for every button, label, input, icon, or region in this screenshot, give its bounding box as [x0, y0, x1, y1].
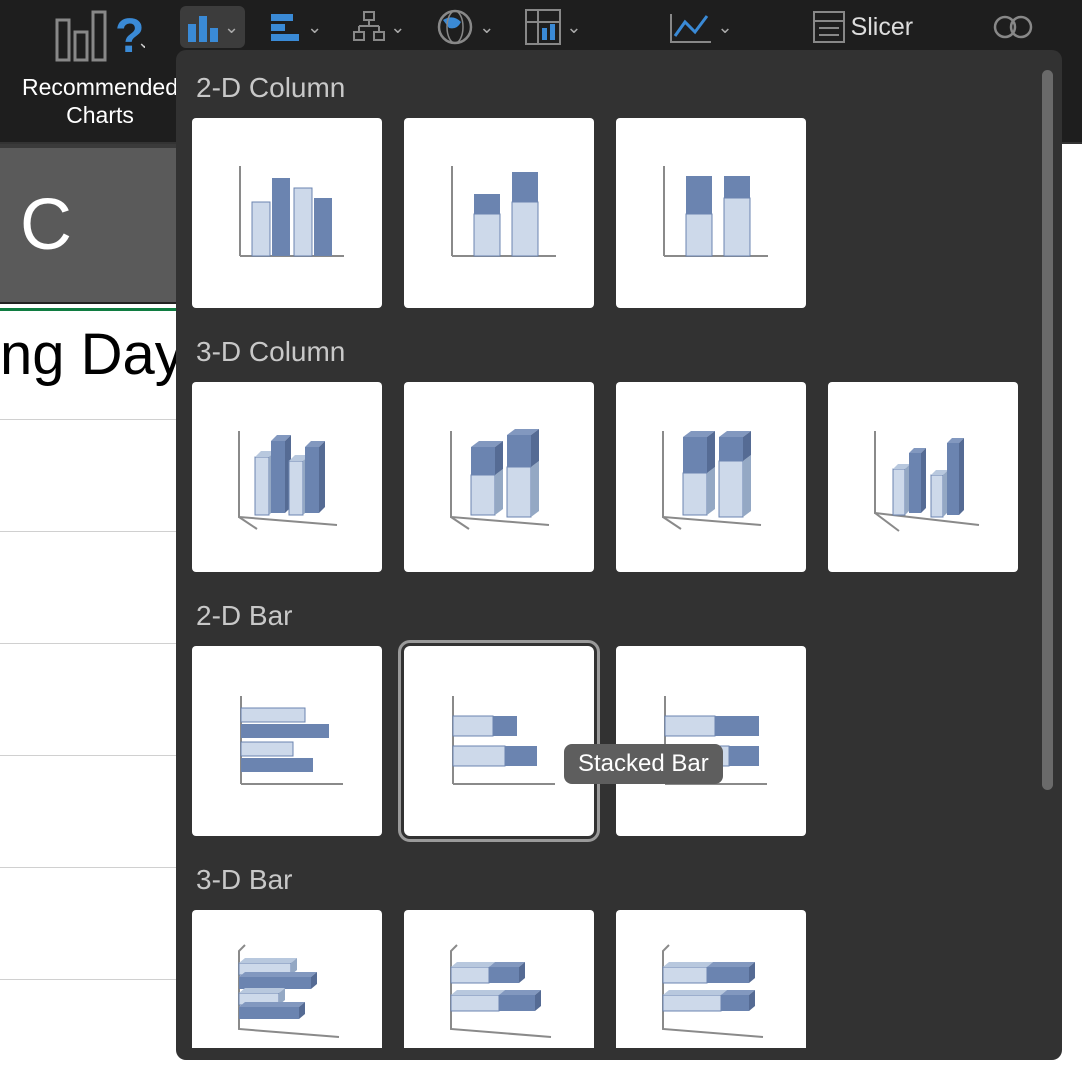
sparkline-icon [669, 8, 713, 46]
chart-type-dropdown: 2-D Column [176, 50, 1062, 1060]
100-stacked-column-icon [646, 158, 776, 268]
recommended-label-1: Recommended [22, 74, 178, 102]
link-button[interactable] [985, 7, 1041, 47]
clustered-bar-icon [217, 686, 357, 796]
3d-stacked-bar-icon [429, 933, 569, 1043]
chevron-down-icon: ⌄ [566, 17, 581, 38]
section-3d-column: 3-D Column [192, 326, 1040, 382]
bar-chart-button[interactable]: ⌄ [263, 6, 328, 48]
column-chart-button[interactable]: ⌄ [180, 6, 245, 48]
clustered-column-icon [222, 158, 352, 268]
section-3d-bar: 3-D Bar [192, 854, 1040, 910]
100-stacked-bar-option[interactable] [616, 646, 806, 836]
section-2d-column: 2-D Column [192, 62, 1040, 118]
slicer-label: Slicer [851, 13, 914, 42]
3d-clustered-bar-option[interactable] [192, 910, 382, 1048]
stacked-column-icon [434, 158, 564, 268]
chart-type-buttons: ⌄ ⌄ ⌄ [180, 0, 1041, 50]
chevron-down-icon: ⌄ [224, 17, 239, 38]
column-letter: C [0, 155, 176, 295]
hierarchy-icon [352, 10, 386, 44]
chevron-down-icon: ⌄ [390, 17, 405, 38]
3d-100-stacked-column-icon [641, 417, 781, 537]
3d-100-stacked-bar-option[interactable] [616, 910, 806, 1048]
clustered-column-option[interactable] [192, 118, 382, 308]
3d-clustered-bar-icon [217, 933, 357, 1043]
3d-stacked-column-option[interactable] [404, 382, 594, 572]
column-chart-icon [186, 10, 220, 44]
recommended-charts-button[interactable]: ? ⌄ Recommended Charts [20, 0, 180, 140]
svg-text:⌄: ⌄ [137, 32, 145, 52]
3d-clustered-column-option[interactable] [192, 382, 382, 572]
dropdown-scrollbar[interactable] [1040, 62, 1054, 1048]
scrollbar-thumb[interactable] [1042, 70, 1053, 790]
100-stacked-column-option[interactable] [616, 118, 806, 308]
pivot-icon [524, 8, 562, 46]
other-chart-button-1[interactable]: ⌄ [346, 6, 411, 48]
3d-column-option[interactable] [828, 382, 1018, 572]
chevron-down-icon: ⌄ [307, 17, 322, 38]
sparkline-button[interactable]: ⌄ [663, 4, 738, 50]
stacked-bar-option[interactable]: Stacked Bar [404, 646, 594, 836]
3d-column-icon [853, 417, 993, 537]
chevron-down-icon: ⌄ [479, 17, 494, 38]
link-icon [991, 11, 1035, 43]
clustered-bar-option[interactable] [192, 646, 382, 836]
stacked-bar-icon [429, 686, 569, 796]
slicer-button[interactable]: Slicer [805, 5, 920, 49]
map-chart-button[interactable]: ⌄ [429, 4, 500, 50]
globe-icon [435, 8, 475, 46]
stacked-column-option[interactable] [404, 118, 594, 308]
3d-clustered-column-icon [217, 417, 357, 537]
3d-100-stacked-column-option[interactable] [616, 382, 806, 572]
recommended-label-2: Charts [22, 102, 178, 130]
pivot-chart-button[interactable]: ⌄ [518, 4, 587, 50]
3d-stacked-bar-option[interactable] [404, 910, 594, 1048]
slicer-icon [811, 9, 847, 45]
gridlines [0, 308, 176, 1090]
bar-chart-icon [269, 10, 303, 44]
3d-100-stacked-bar-icon [641, 933, 781, 1043]
3d-stacked-column-icon [429, 417, 569, 537]
tooltip: Stacked Bar [564, 744, 723, 784]
chevron-down-icon: ⌄ [717, 17, 732, 38]
recommended-charts-icon: ? ⌄ [55, 10, 145, 66]
section-2d-bar: 2-D Bar [192, 590, 1040, 646]
